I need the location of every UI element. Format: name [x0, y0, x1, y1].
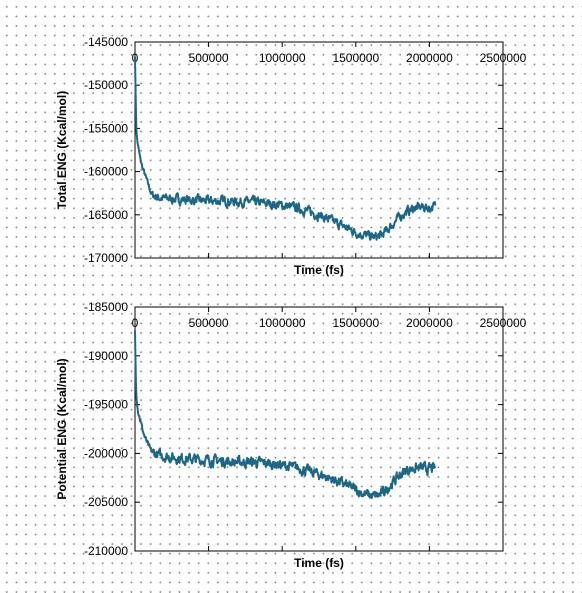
y-tick-label: -185000 [84, 300, 128, 314]
y-tick-label: -160000 [84, 165, 128, 179]
y-tick-label: -205000 [84, 495, 128, 509]
x-tick-label: 2000000 [406, 316, 453, 330]
y-tick-label: -195000 [84, 398, 128, 412]
x-tick-label: 1500000 [332, 316, 379, 330]
x-tick-label: 2000000 [406, 51, 453, 65]
x-tick-label: 500000 [189, 316, 229, 330]
series-line-1 [134, 330, 437, 500]
x-tick-label: 1000000 [259, 316, 306, 330]
x-tick-label: 2500000 [480, 316, 527, 330]
y-tick-label: -165000 [84, 208, 128, 222]
y-tick-label: -170000 [84, 251, 128, 265]
y-tick-label: -200000 [84, 446, 128, 460]
x-tick-label: 500000 [189, 51, 229, 65]
x-axis-title: Time (fs) [294, 556, 344, 570]
chart-panel-1: -145000 -150000 -155000 -160000 -165000 -1700… [55, 35, 527, 277]
x-tick-label: 1500000 [332, 51, 379, 65]
plot-frame [134, 41, 504, 259]
y-tick-label: -190000 [84, 349, 128, 363]
x-tick-label: 2500000 [480, 51, 527, 65]
plot-frame [134, 306, 504, 552]
x-tick-label: 1000000 [259, 51, 306, 65]
y-tick-label: -145000 [84, 35, 128, 49]
x-tick-label: 0 [132, 316, 139, 330]
y-axis-title: Potential ENG (Kcal/mol) [55, 358, 69, 499]
x-axis-title: Time (fs) [294, 263, 344, 277]
series-line-1 [134, 57, 437, 241]
y-tick-label: -155000 [84, 121, 128, 135]
y-axis-title: Total ENG (Kcal/mol) [55, 91, 69, 209]
y-tick-label: -150000 [84, 78, 128, 92]
chart-panel-2: -185000 -190000 -195000 -200000 -205000 -2100… [55, 300, 527, 570]
y-tick-label: -210000 [84, 544, 128, 558]
